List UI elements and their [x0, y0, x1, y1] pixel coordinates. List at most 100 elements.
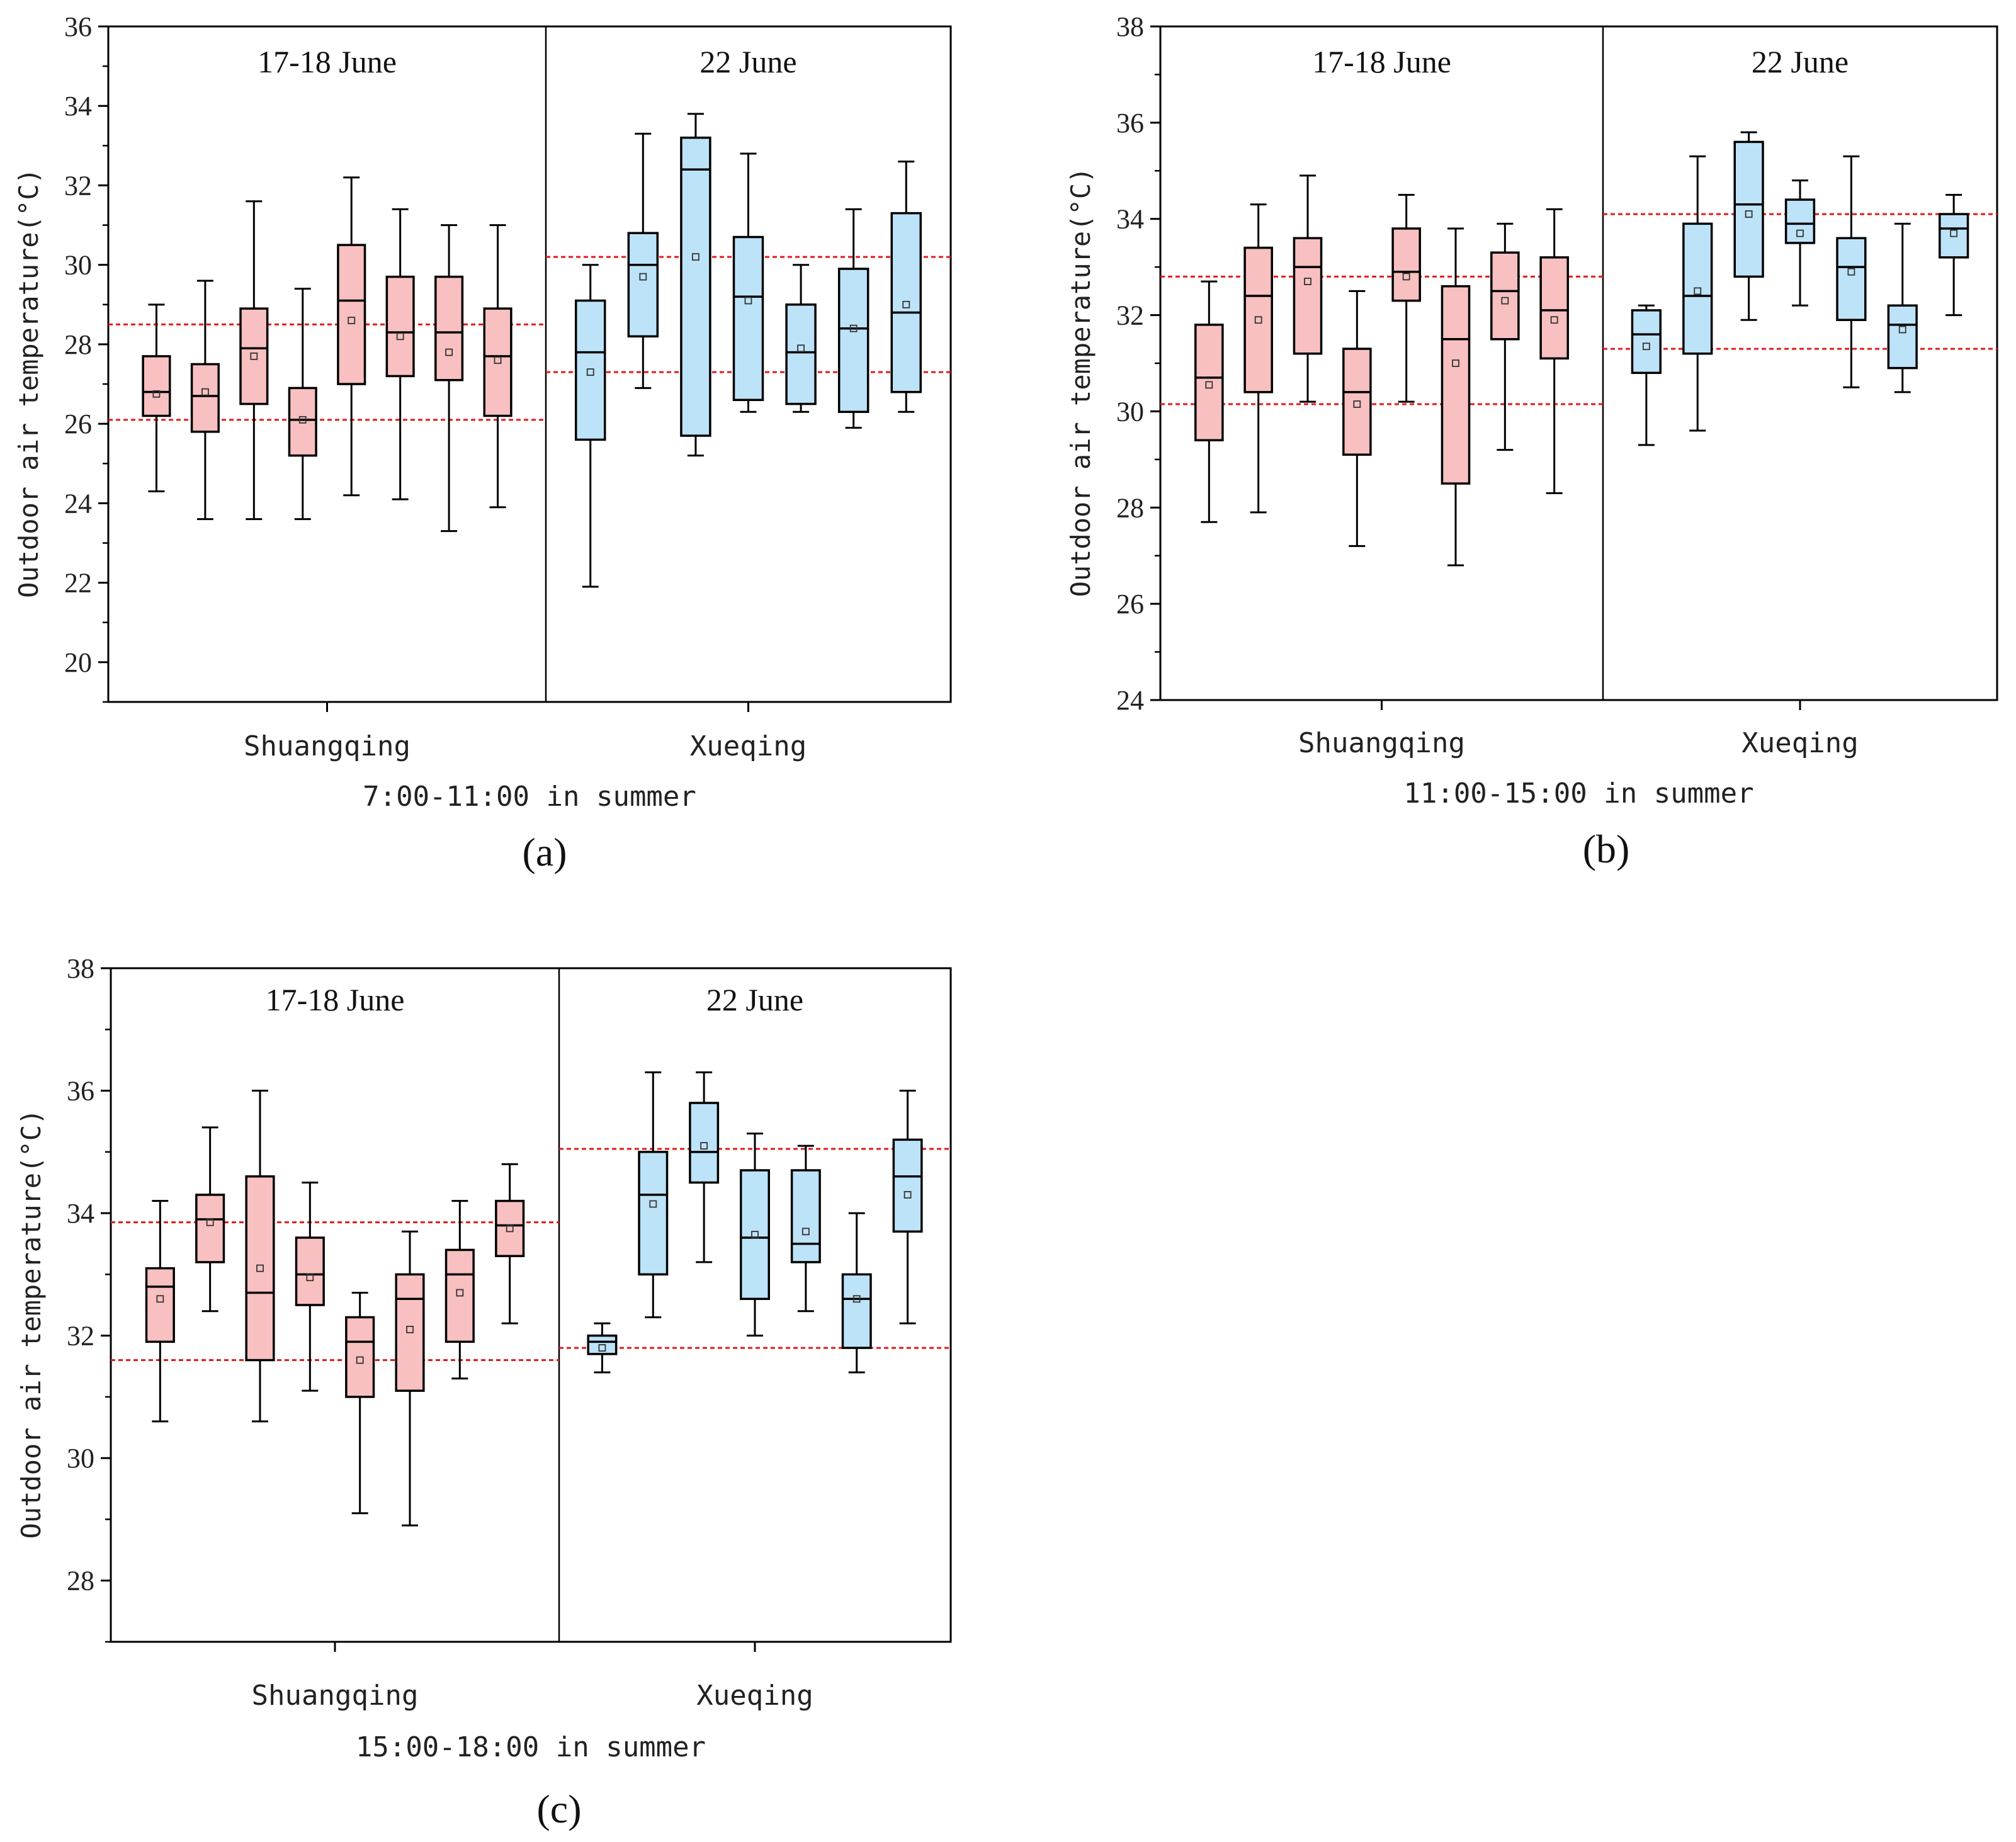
box-iqr: [1391, 227, 1421, 302]
box-iqr: [295, 1236, 325, 1306]
box-7: [434, 224, 464, 533]
box-6: [385, 208, 415, 500]
box-mean-marker: [152, 390, 161, 398]
box-iqr: [385, 275, 415, 378]
box-mean-marker: [1847, 268, 1855, 276]
box-mean-marker: [852, 1295, 861, 1303]
box-6: [1887, 222, 1918, 393]
y-tick-label: 38: [1116, 11, 1144, 42]
box-mean-marker: [406, 1326, 414, 1333]
box-3: [1733, 131, 1764, 321]
box-iqr: [680, 136, 711, 437]
group-label: Shuangqing: [252, 1680, 419, 1712]
box-3: [680, 113, 711, 457]
box-mean-marker: [797, 344, 805, 353]
box-5: [1391, 194, 1421, 403]
box-mean-marker: [506, 1224, 514, 1233]
box-4: [295, 1181, 325, 1392]
box-iqr: [395, 1273, 425, 1392]
box-6: [841, 1212, 872, 1374]
group-shuangqing: 17-18 June Shuangqing: [108, 44, 546, 762]
box-iqr: [574, 299, 606, 441]
box-iqr: [1293, 237, 1323, 355]
box-1: [142, 303, 171, 492]
box-iqr: [190, 363, 220, 433]
box-mean-marker: [598, 1344, 606, 1352]
box-mean-marker: [751, 1231, 759, 1239]
box-iqr: [1490, 251, 1520, 341]
box-3: [1293, 174, 1323, 403]
box-mean-marker: [903, 1191, 912, 1199]
box-7: [445, 1200, 475, 1380]
chart-panel-c: 28 30 32 34 36 38 Outdoor air temperature(°C) 1…: [16, 953, 952, 1831]
chart-panel-b: 24 26 28 30 32 34 36 38 Outdoor air temperature(…: [1065, 11, 1998, 871]
box-mean-marker: [250, 352, 258, 360]
box-iqr: [239, 307, 269, 405]
box-iqr: [627, 232, 659, 338]
y-tick-label: 34: [67, 1198, 94, 1229]
box-mean-marker: [1550, 316, 1558, 324]
group-label: Shuangqing: [244, 730, 411, 762]
box-5: [785, 264, 817, 413]
box-iqr: [1682, 222, 1713, 355]
y-tick-label: 36: [1116, 108, 1144, 138]
group-period-header: 17-18 June: [1312, 44, 1451, 79]
group-label: Xueqing: [1741, 727, 1858, 759]
panel-label: (a): [522, 830, 567, 874]
box-3: [245, 1090, 275, 1423]
group-xueqing: 22 June Xueqing: [546, 44, 951, 762]
box-iqr: [1194, 324, 1224, 442]
group-label: Shuangqing: [1298, 727, 1465, 759]
group-period-header: 17-18 June: [258, 44, 397, 79]
box-2: [190, 280, 220, 521]
y-tick-label: 34: [1116, 204, 1144, 235]
box-iqr: [1631, 309, 1662, 375]
box-4: [732, 152, 764, 413]
box-iqr: [288, 387, 317, 457]
box-mean-marker: [396, 332, 404, 341]
panel-label: (c): [536, 1787, 581, 1831]
box-mean-marker: [1694, 287, 1702, 295]
box-4: [740, 1133, 770, 1337]
box-iqr: [434, 275, 464, 381]
box-5: [1836, 155, 1867, 388]
box-1: [145, 1200, 175, 1423]
box-5: [790, 1144, 821, 1313]
box-mean-marker: [1452, 359, 1459, 367]
x-axis-label: 11:00-15:00 in summer: [1403, 777, 1753, 810]
box-2: [638, 1071, 669, 1318]
box-iqr: [1539, 256, 1569, 360]
box-mean-marker: [801, 1228, 810, 1236]
box-iqr: [1342, 347, 1372, 456]
y-tick-label: 30: [64, 250, 92, 281]
plot-frame: [107, 25, 952, 703]
box-3: [689, 1071, 720, 1263]
y-tick-label: 32: [1116, 300, 1144, 331]
box-mean-marker: [306, 1274, 314, 1282]
box-7: [890, 161, 922, 413]
box-iqr: [841, 1273, 872, 1349]
y-tick-label: 22: [64, 568, 92, 599]
group-label: Xueqing: [696, 1680, 813, 1712]
box-2: [1682, 155, 1713, 432]
y-axis-label: Outdoor air temperature(°C): [1065, 167, 1096, 597]
box-mean-marker: [445, 348, 453, 356]
y-tick-label: 26: [64, 409, 92, 439]
group-period-header: 22 June: [699, 44, 796, 79]
box-mean-marker: [356, 1356, 364, 1364]
box-mean-marker: [201, 388, 209, 396]
box-4: [1342, 290, 1372, 547]
group-period-header: 17-18 June: [266, 982, 405, 1017]
box-mean-marker: [348, 317, 356, 324]
group-label: Xueqing: [690, 730, 807, 762]
box-iqr: [495, 1199, 525, 1257]
box-mean-marker: [1254, 316, 1262, 324]
box-iqr: [245, 1175, 275, 1362]
box-iqr: [1441, 285, 1471, 485]
box-iqr: [892, 1138, 923, 1233]
box-8: [483, 224, 512, 509]
box-7: [1939, 194, 1969, 317]
x-axis-label: 15:00-18:00 in summer: [356, 1731, 706, 1763]
box-7: [892, 1090, 923, 1325]
box-iqr: [195, 1194, 225, 1263]
